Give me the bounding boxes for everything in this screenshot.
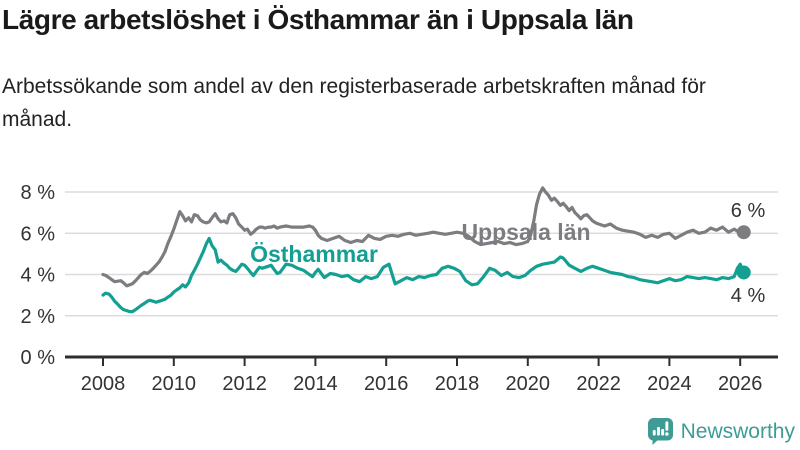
y-tick-label: 8 % [21, 182, 56, 204]
brand-name: Newsworthy [680, 419, 795, 443]
series-line-oesthammar [101, 236, 746, 314]
y-tick-label: 4 % [21, 265, 56, 287]
chart-subtitle: Arbetssökande som andel av den registerb… [2, 75, 706, 131]
y-tick-label: 2 % [21, 306, 56, 328]
x-tick-label: 2016 [364, 373, 409, 395]
end-value-label-uppsala: 6 % [731, 200, 766, 222]
x-tick-label: 2008 [81, 373, 126, 395]
y-tick-label: 0 % [21, 347, 56, 369]
x-tick-label: 2014 [293, 373, 338, 395]
brand-footer: Newsworthy [647, 417, 795, 446]
series-line-uppsala [101, 186, 746, 288]
newsworthy-logo-icon [647, 418, 673, 445]
series-end-dot-oesthammar [736, 265, 751, 280]
x-tick-label: 2018 [435, 373, 480, 395]
x-tick-label: 2020 [506, 373, 551, 395]
x-tick-label: 2010 [152, 373, 197, 395]
end-value-label-oesthammar: 4 % [731, 285, 766, 307]
x-tick-label: 2012 [222, 373, 267, 395]
x-tick-label: 2022 [576, 373, 621, 395]
series-label-uppsala: Uppsala län [461, 219, 590, 245]
x-tick-label: 2026 [718, 373, 763, 395]
x-tick-label: 2024 [647, 373, 692, 395]
series-end-dot-uppsala [736, 225, 751, 240]
series-label-oesthammar: Östhammar [250, 241, 378, 267]
y-tick-label: 6 % [21, 223, 56, 245]
chart-title: Lägre arbetslöshet i Östhammar än i Upps… [2, 4, 634, 35]
